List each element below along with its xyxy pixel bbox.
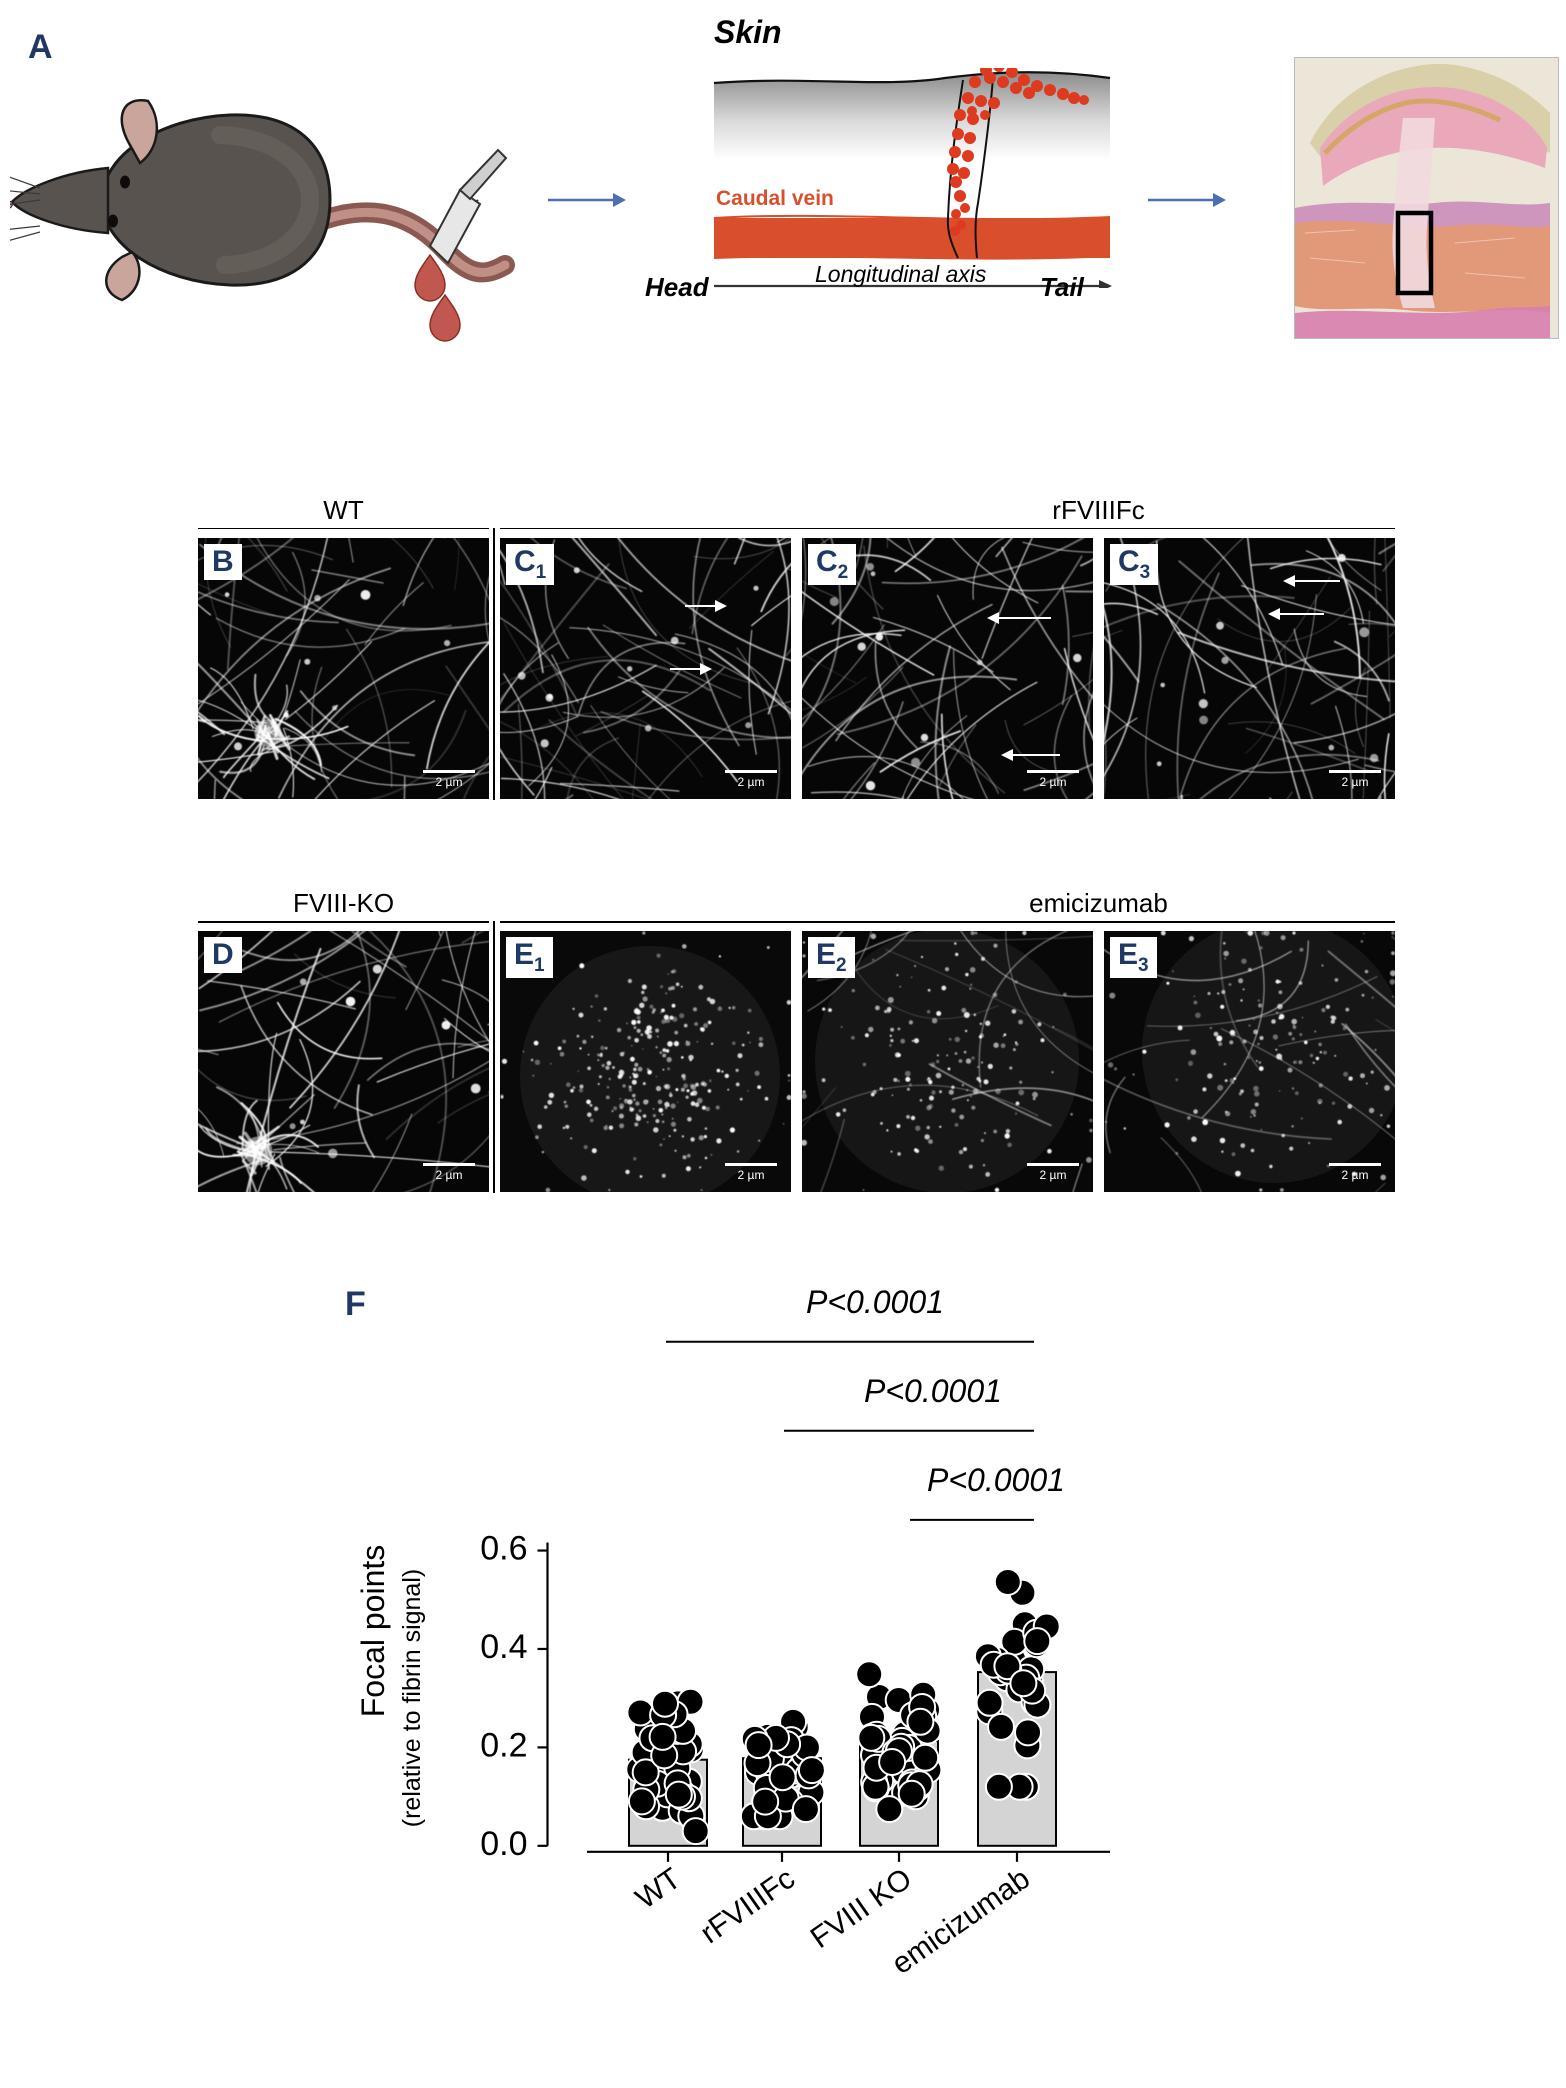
svg-text:0.2: 0.2 [480, 1726, 527, 1764]
svg-text:P<0.0001: P<0.0001 [927, 1462, 1065, 1498]
svg-text:P<0.0001: P<0.0001 [864, 1373, 1002, 1409]
svg-text:0.0: 0.0 [480, 1825, 527, 1863]
svg-text:0.6: 0.6 [480, 1530, 527, 1568]
svg-text:0.4: 0.4 [480, 1628, 527, 1666]
svg-text:P<0.0001: P<0.0001 [806, 1284, 944, 1320]
